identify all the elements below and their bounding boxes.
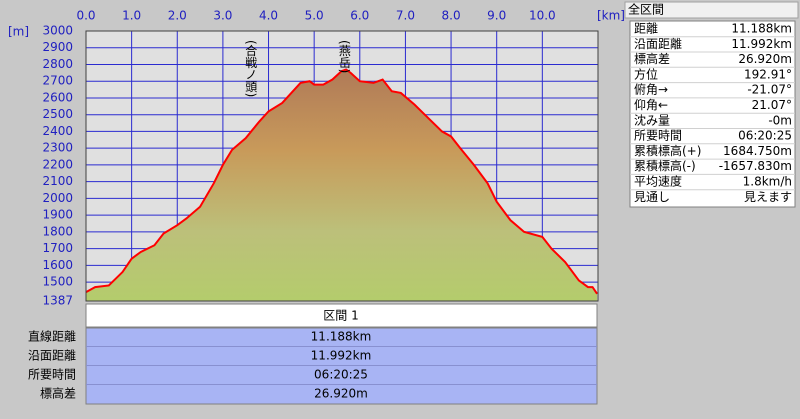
y-tick-label: 1500 — [42, 275, 73, 289]
summary-value: 06:20:25 — [738, 129, 792, 143]
segment-label: 直線距離 — [28, 329, 76, 344]
y-tick-label: 1800 — [42, 224, 73, 238]
x-tick-label: 7.0 — [396, 9, 415, 23]
y-tick-label: 2300 — [42, 141, 73, 155]
y-tick-label: 2000 — [42, 191, 73, 205]
plot-border — [85, 30, 599, 302]
segment-label: 標高差 — [40, 386, 76, 401]
y-tick-label: 2100 — [42, 174, 73, 188]
summary-value: 192.91° — [744, 67, 792, 81]
summary-value: 見えます — [744, 190, 792, 204]
summary-value: 1.8km/h — [743, 175, 792, 189]
summary-value: 1684.750m — [723, 144, 792, 158]
summary-label: 累積標高(+) — [634, 143, 701, 158]
x-unit: [km] — [597, 9, 625, 23]
x-tick-label: 2.0 — [168, 9, 187, 23]
y-unit: [m] — [8, 25, 29, 39]
summary-label: 累積標高(-) — [634, 158, 696, 173]
y-tick-label: 2400 — [42, 124, 73, 138]
y-tick-label: 2600 — [42, 90, 73, 104]
x-tick-label: 10.0 — [529, 9, 556, 23]
summary-label: 距離 — [634, 22, 658, 36]
summary-label: 平均速度 — [634, 174, 682, 189]
segment-value: 11.188km — [311, 330, 372, 344]
summary-value: -0m — [768, 113, 792, 127]
summary-label: 所要時間 — [634, 129, 682, 143]
summary-title: 全区間 — [628, 2, 664, 17]
summary-header — [624, 1, 799, 19]
y-tick-label: 1700 — [42, 241, 73, 255]
segment-value: 11.992km — [311, 349, 372, 363]
summary-value: -21.07° — [747, 83, 792, 97]
summary-label: 俯角→ — [634, 82, 668, 97]
segment-label: 沿面距離 — [28, 349, 76, 363]
y-tick-label: 1900 — [42, 208, 73, 222]
y-tick-label: 2500 — [42, 107, 73, 121]
elevation-line — [85, 68, 598, 295]
y-tick-label: 1600 — [42, 258, 73, 272]
x-tick-label: 5.0 — [305, 9, 324, 23]
y-tick-label: 2200 — [42, 157, 73, 171]
summary-value: 21.07° — [752, 98, 792, 112]
y-tick-label: 1387 — [42, 294, 73, 308]
summary-value: -1657.830m — [719, 159, 792, 173]
summary-label: 沿面距離 — [634, 37, 682, 51]
summary-value: 11.188km — [731, 22, 792, 36]
y-tick-label: 2900 — [42, 40, 73, 54]
segment-title: 区間 1 — [323, 309, 358, 323]
segment-value: 26.920m — [314, 387, 368, 401]
x-tick-label: 4.0 — [259, 9, 278, 23]
summary-label: 仰角← — [634, 97, 668, 112]
x-tick-label: 8.0 — [442, 9, 461, 23]
x-tick-label: 3.0 — [213, 9, 232, 23]
summary-label: 沈み量 — [634, 112, 670, 127]
summary-value: 26.920m — [738, 52, 792, 66]
annotation: (合戦ノ頭) — [244, 40, 258, 97]
x-tick-label: 1.0 — [122, 9, 141, 23]
annotation: (燕岳) — [337, 40, 351, 73]
summary-label: 方位 — [634, 66, 658, 81]
x-tick-label: 9.0 — [487, 9, 506, 23]
summary-label: 標高差 — [634, 51, 670, 66]
summary-value: 11.992km — [731, 37, 792, 51]
x-tick-label: 0.0 — [76, 9, 95, 23]
summary-label: 見通し — [634, 190, 670, 204]
y-tick-label: 2800 — [42, 57, 73, 71]
segment-value: 06:20:25 — [314, 368, 368, 382]
segment-label: 所要時間 — [28, 368, 76, 382]
y-tick-label: 3000 — [42, 24, 73, 38]
elevation-fill — [86, 69, 598, 301]
y-tick-label: 2700 — [42, 74, 73, 88]
segment-header — [85, 303, 598, 328]
x-tick-label: 6.0 — [350, 9, 369, 23]
